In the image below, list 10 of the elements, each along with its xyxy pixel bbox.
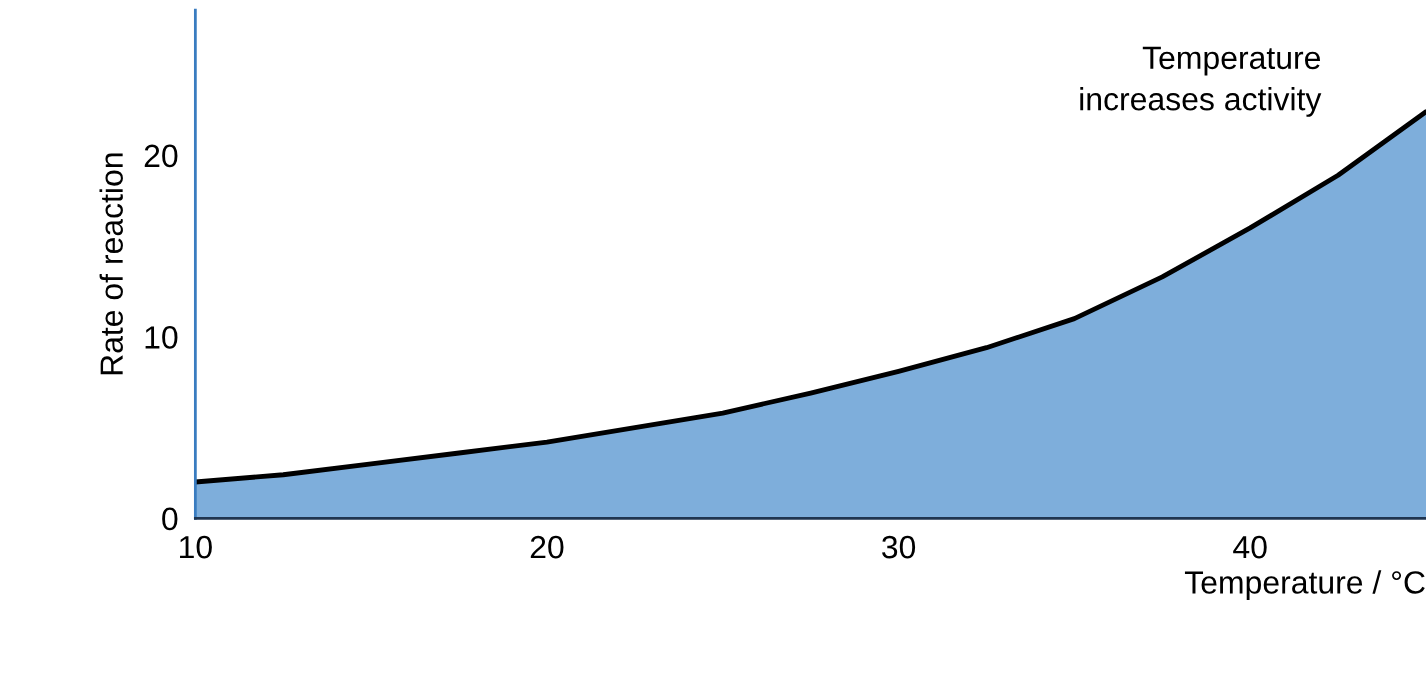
annotation: Temperature increases activity (1080, 46, 1322, 117)
x-tick-label: 40 (1233, 535, 1267, 559)
y-axis-title: Rate of reaction (99, 153, 123, 375)
y-tick-label: 0 (162, 507, 178, 531)
x-tick-label: 10 (180, 535, 212, 559)
x-tick-label: 30 (882, 535, 916, 559)
y-tick-label: 10 (145, 326, 178, 349)
y-tick-label: 20 (144, 144, 178, 168)
x-axis-title: Temperature / °C (1184, 570, 1425, 601)
x-tick-label: 20 (530, 535, 564, 559)
